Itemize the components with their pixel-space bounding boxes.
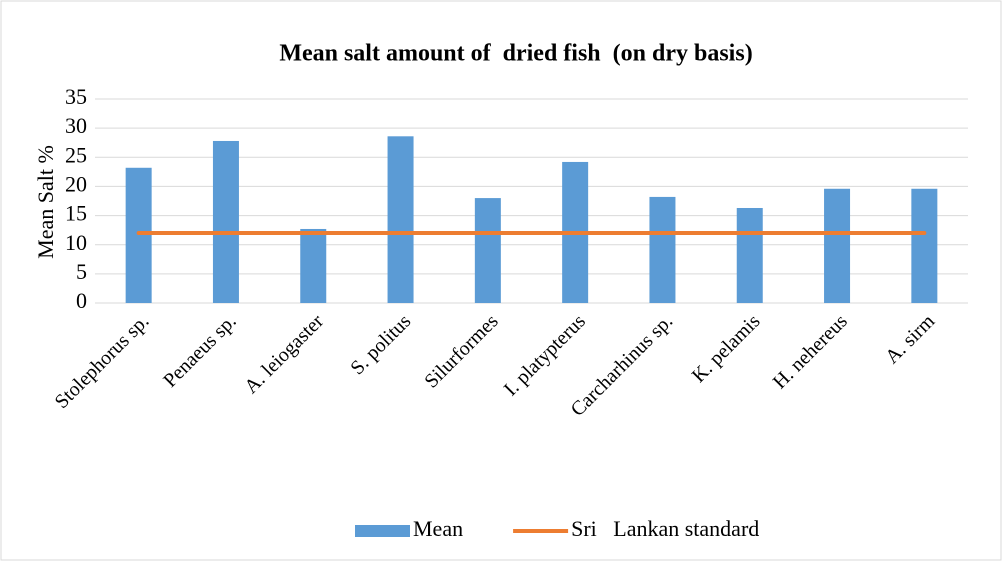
y-tick-label: 30 — [65, 113, 87, 138]
bar — [649, 196, 676, 303]
legend-swatch — [355, 525, 410, 537]
bar — [824, 188, 851, 303]
bar — [212, 140, 239, 303]
bar — [736, 207, 763, 303]
y-tick-label: 20 — [65, 171, 87, 196]
y-tick-label: 15 — [65, 201, 87, 226]
y-axis-label: Mean Salt % — [33, 145, 58, 259]
y-tick-label: 35 — [65, 84, 87, 109]
bar — [474, 198, 501, 303]
y-tick-label: 25 — [65, 142, 87, 167]
y-tick-label: 10 — [65, 230, 87, 255]
bar — [387, 136, 414, 303]
bar — [125, 167, 152, 303]
legend-label: Sri Lankan standard — [571, 516, 759, 541]
y-tick-label: 0 — [76, 288, 87, 313]
chart-title: Mean salt amount of dried fish (on dry b… — [279, 41, 752, 67]
y-tick-label: 5 — [76, 259, 87, 284]
bar — [911, 188, 938, 303]
bar — [300, 228, 327, 303]
legend-label: Mean — [413, 516, 463, 541]
